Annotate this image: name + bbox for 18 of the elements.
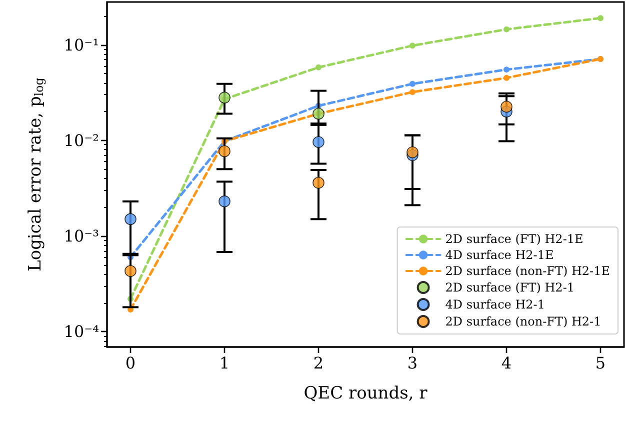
x-tick-label: 1	[219, 354, 230, 372]
legend-label: 2D surface (non-FT) H2-1E	[445, 264, 610, 278]
x-tick-label: 0	[125, 354, 136, 372]
legend-label: 4D surface H2-1	[445, 298, 545, 312]
legend-label: 2D surface (non-FT) H2-1	[445, 314, 602, 328]
y-tick-label: 10⁻⁴	[64, 322, 99, 342]
x-tick-label: 4	[501, 354, 512, 372]
x-tick-label: 5	[595, 354, 606, 372]
y-tick-label: 10⁻¹	[64, 35, 99, 54]
legend-label: 4D surface H2-1E	[445, 248, 554, 262]
y-tick-label: 10⁻³	[64, 226, 99, 246]
x-tick-label: 3	[407, 354, 418, 372]
x-tick-label: 2	[313, 354, 324, 372]
x-axis-title: QEC rounds, r	[304, 384, 428, 404]
legend-label: 2D surface (FT) H2-1	[445, 280, 575, 294]
y-tick-label: 10⁻²	[64, 130, 99, 150]
y-axis-title: Logical error rate, plog	[26, 77, 46, 272]
legend-label: 2D surface (FT) H2-1E	[445, 232, 584, 246]
